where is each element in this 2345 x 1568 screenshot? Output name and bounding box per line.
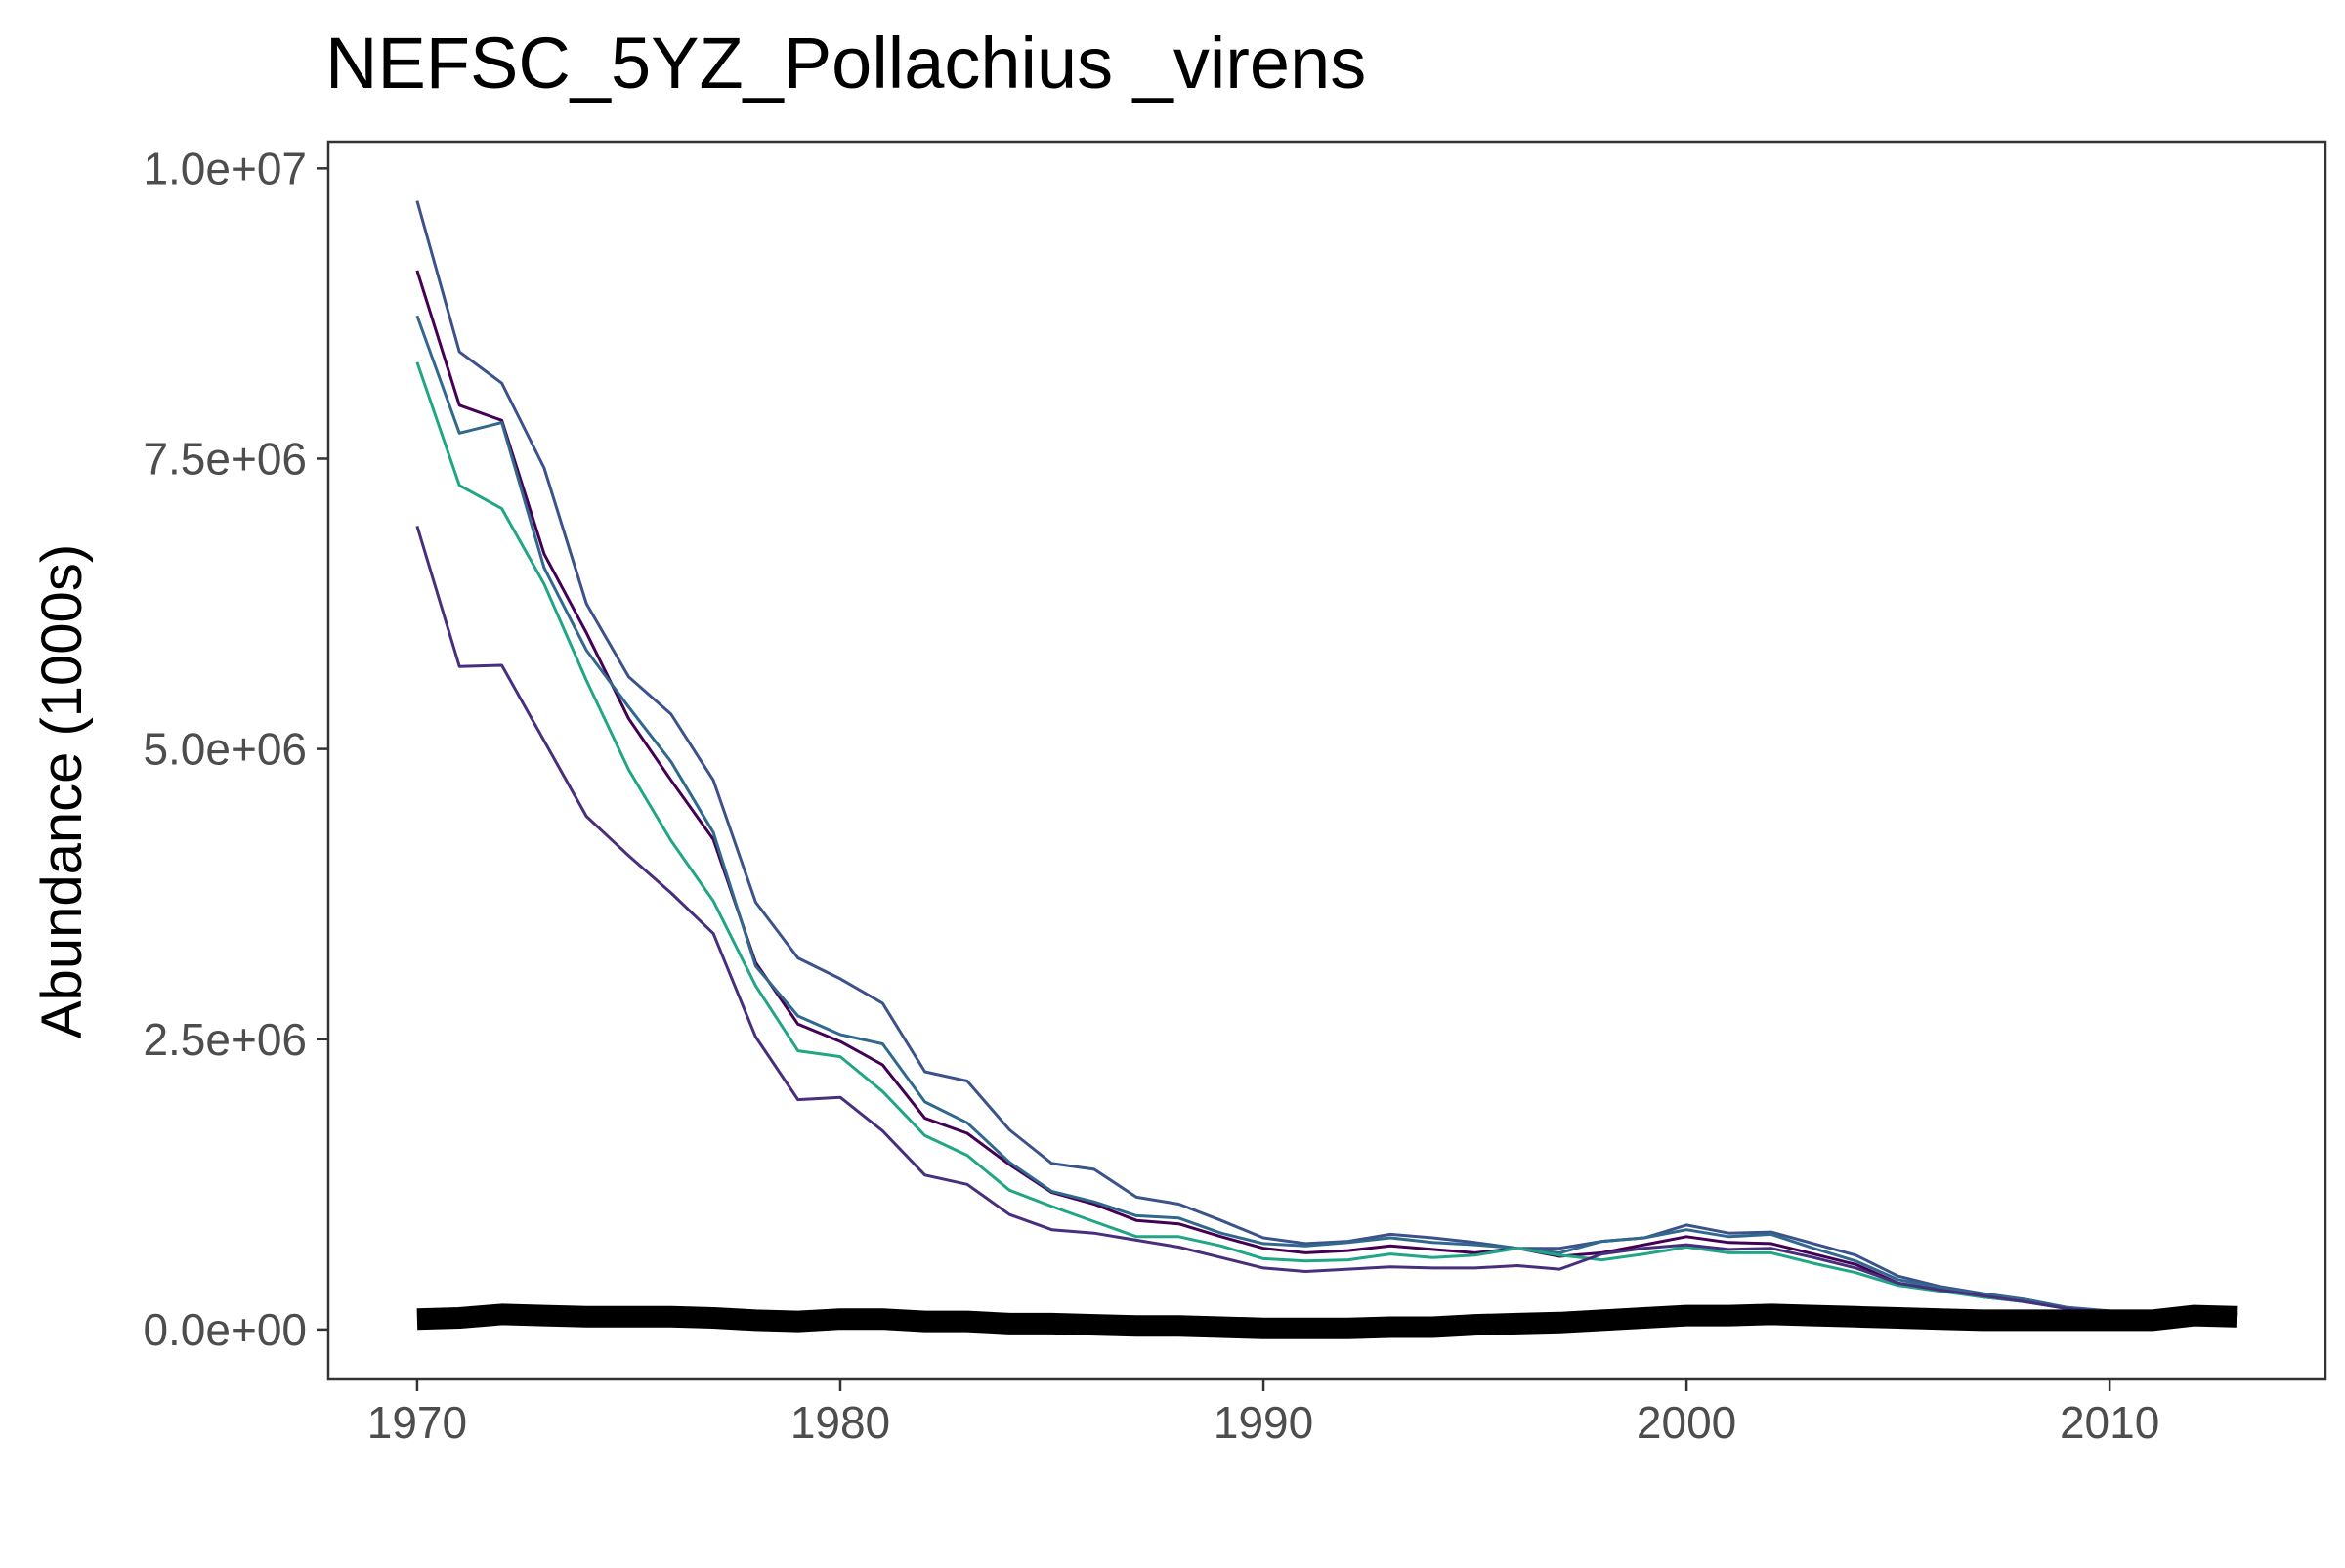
x-tick-label: 2000 [1637,1397,1736,1448]
x-tick-label: 1970 [367,1397,467,1448]
series-line-5 [415,525,2238,1316]
y-tick-label: 5.0e+06 [143,724,307,775]
y-axis-title: Abundance (1000s) [30,544,94,1038]
y-axis: 0.0e+00 2.5e+06 5.0e+06 7.5e+06 1.0e+07 [143,143,328,1355]
x-axis: 1970 1980 1990 2000 2010 [367,1379,2159,1448]
y-tick-label: 1.0e+07 [143,143,307,193]
plot-area [326,140,2327,1381]
x-tick-label: 1980 [790,1397,890,1448]
plot-panel-border [326,140,2327,1381]
y-tick-label: 0.0e+00 [143,1304,307,1355]
chart-title: NEFSC_5YZ_Pollachius _virens [325,22,1366,104]
y-tick-label: 7.5e+06 [143,433,307,484]
series-line-3 [415,315,2238,1316]
y-tick-label: 2.5e+06 [143,1014,307,1065]
series-line-1 [415,200,2238,1316]
series-line-6 [416,1303,2238,1339]
x-tick-label: 1990 [1214,1397,1313,1448]
x-tick-label: 2010 [2060,1397,2159,1448]
